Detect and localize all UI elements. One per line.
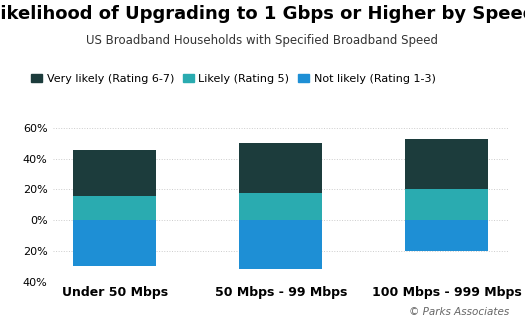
Bar <box>74 149 156 196</box>
Bar <box>405 139 488 189</box>
Bar <box>405 189 488 220</box>
Text: Likelihood of Upgrading to 1 Gbps or Higher by Speed: Likelihood of Upgrading to 1 Gbps or Hig… <box>0 5 525 23</box>
Text: © Parks Associates: © Parks Associates <box>409 307 509 317</box>
Bar <box>405 220 488 251</box>
Bar <box>239 220 322 269</box>
Text: US Broadband Households with Specified Broadband Speed: US Broadband Households with Specified B… <box>87 34 438 47</box>
Bar <box>74 196 156 220</box>
Bar <box>239 193 322 220</box>
Legend: Very likely (Rating 6-7), Likely (Rating 5), Not likely (Rating 1-3): Very likely (Rating 6-7), Likely (Rating… <box>27 69 440 88</box>
Bar <box>239 143 322 193</box>
Bar <box>74 220 156 266</box>
